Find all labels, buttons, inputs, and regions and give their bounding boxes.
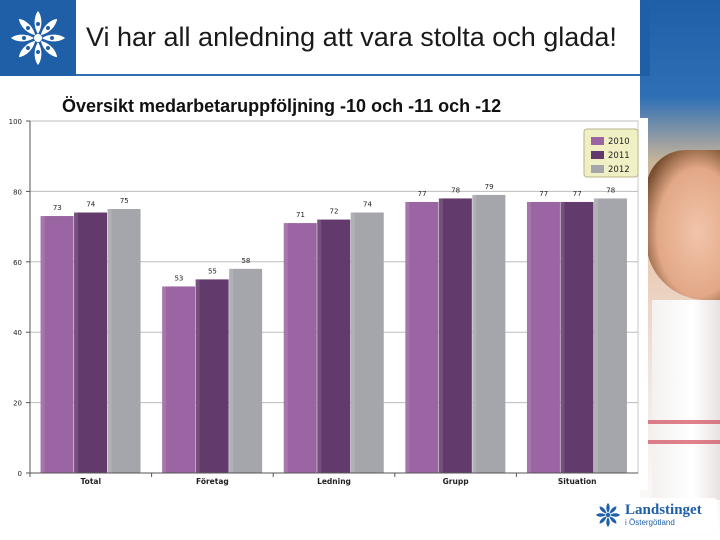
x-tick-label: Företag	[196, 477, 229, 486]
bar-2012-ledning	[350, 212, 384, 473]
bar-highlight	[229, 268, 234, 473]
bar-highlight	[560, 201, 565, 473]
footer-logo: Landstinget i Östergötland	[593, 498, 717, 532]
data-label: 53	[174, 274, 183, 282]
photo-stripe	[648, 440, 720, 444]
data-label: 71	[296, 211, 305, 219]
bar-2011-total	[74, 212, 108, 473]
x-tick-label: Situation	[558, 477, 597, 486]
data-label: 75	[120, 197, 129, 205]
bar-highlight	[74, 212, 79, 473]
data-label: 72	[330, 208, 339, 216]
bar-highlight	[283, 223, 288, 473]
data-label: 74	[363, 201, 372, 209]
legend-label: 2012	[608, 165, 630, 175]
y-tick-label: 80	[13, 188, 22, 196]
bar-highlight	[107, 209, 112, 473]
bar-2012-grupp	[472, 194, 506, 474]
x-tick-label: Grupp	[443, 477, 470, 486]
bar-2012-situation	[593, 198, 627, 473]
data-label: 77	[539, 190, 548, 198]
bar-2010-ledning	[283, 223, 317, 473]
y-tick-label: 20	[13, 400, 22, 408]
data-label: 73	[53, 204, 62, 212]
legend-swatch-2010	[591, 137, 604, 145]
bar-highlight	[40, 216, 45, 473]
slide-title: Vi har all anledning att vara stolta och…	[86, 22, 617, 52]
bar-highlight	[438, 198, 443, 473]
x-tick-label: Total	[81, 477, 102, 486]
bar-highlight	[526, 201, 531, 473]
data-label: 77	[418, 190, 427, 198]
data-label: 79	[485, 183, 494, 191]
bar-highlight	[593, 198, 598, 473]
chart-legend: 2010 2011 2012	[583, 128, 639, 178]
bar-2010-total	[40, 216, 74, 473]
data-label: 78	[451, 186, 460, 194]
legend-swatch-2011	[591, 151, 604, 159]
bar-highlight	[472, 194, 477, 474]
bar-2011-grupp	[438, 198, 472, 473]
footer-brand: Landstinget	[625, 502, 702, 518]
legend-label: 2010	[608, 137, 630, 147]
bar-2010-företag	[162, 286, 196, 473]
bar-2012-total	[107, 209, 141, 473]
bar-highlight	[350, 212, 355, 473]
legend-label: 2011	[608, 151, 630, 161]
landstinget-logo	[0, 0, 76, 76]
x-tick-label: Ledning	[317, 477, 351, 486]
bar-2011-situation	[560, 201, 594, 473]
label-layer: 73 74 75 53 55 58 71 72 74 77 78 79 77 77 78	[53, 183, 615, 283]
y-tick-label: 60	[13, 259, 22, 267]
bar-2011-företag	[195, 279, 229, 473]
data-label: 78	[606, 186, 615, 194]
y-tick-label: 100	[9, 118, 22, 126]
footer-flower-icon	[596, 503, 620, 527]
bar-highlight	[405, 201, 410, 473]
nurse-coat-photo	[652, 300, 720, 500]
bar-highlight	[195, 279, 200, 473]
bar-highlight	[317, 219, 322, 473]
axis-layer: 0 20 40 60 80 100 Total Företag Ledning Grupp Situ…	[9, 118, 638, 486]
footer-brand-sub: i Östergötland	[625, 518, 675, 527]
legend-swatch-2012	[591, 165, 604, 173]
bar-2010-situation	[526, 201, 560, 473]
data-label: 55	[208, 267, 217, 275]
data-label: 58	[241, 257, 250, 265]
bar-layer	[40, 194, 627, 474]
flower-logo-icon	[11, 11, 65, 65]
data-label: 74	[86, 201, 95, 209]
bar-2010-grupp	[405, 201, 439, 473]
y-tick-label: 0	[18, 470, 22, 478]
chart-container: 73 74 75 53 55 58 71 72 74 77 78 79 77 77 78 0 20 40 60 80…	[0, 118, 648, 490]
bar-2011-ledning	[317, 219, 351, 473]
nurse-photo	[646, 150, 720, 300]
bar-highlight	[162, 286, 167, 473]
bar-2012-företag	[229, 268, 263, 473]
header-accent-bar	[640, 0, 650, 76]
header-divider	[76, 74, 640, 76]
data-label: 77	[573, 190, 582, 198]
y-tick-label: 40	[13, 329, 22, 337]
chart-heading: Översikt medarbetaruppföljning -10 och -…	[62, 96, 502, 116]
bar-chart: 73 74 75 53 55 58 71 72 74 77 78 79 77 77 78 0 20 40 60 80…	[9, 118, 639, 486]
photo-stripe	[648, 420, 720, 424]
